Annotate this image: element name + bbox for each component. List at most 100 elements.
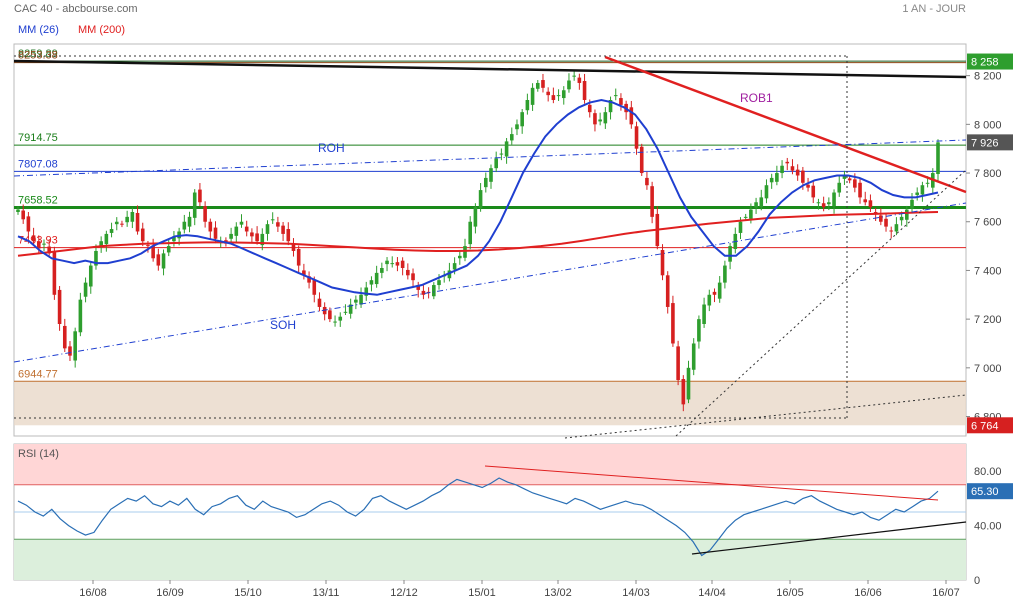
price-y-tick-label: 7 400 <box>974 265 1002 277</box>
candle-body <box>634 126 639 149</box>
x-tick-label: 13/11 <box>313 587 340 599</box>
candle-body <box>411 273 415 281</box>
candle-body <box>478 190 483 209</box>
candle-body <box>613 95 618 97</box>
candle-body <box>619 98 623 105</box>
candle-body <box>697 319 701 342</box>
annotation-label: ROB1 <box>740 91 773 105</box>
candle-body <box>494 158 498 169</box>
candle-body <box>879 215 883 222</box>
chart-period[interactable]: 1 AN - JOUR <box>902 3 966 15</box>
candle-body <box>837 182 842 193</box>
candle-body <box>681 379 686 405</box>
candle-body <box>343 311 348 313</box>
x-tick-label: 16/06 <box>854 587 882 599</box>
mm26-line <box>17 98 939 296</box>
candle-body <box>291 243 296 251</box>
candle-body <box>499 153 504 155</box>
candle-body <box>182 221 187 230</box>
rsi-y-tick-label: 80.00 <box>974 466 1002 478</box>
candle-body <box>863 199 868 203</box>
x-tick-label: 14/04 <box>698 587 726 599</box>
candle-body <box>198 189 202 203</box>
rsi-resistance-line <box>484 465 939 501</box>
candle-body <box>567 80 571 90</box>
candle-body <box>676 346 680 380</box>
candle-body <box>120 223 124 225</box>
level-label: 7914.75 <box>18 132 58 144</box>
level-label: 7807.08 <box>18 158 58 170</box>
candle-body <box>447 270 452 279</box>
candle-body <box>603 112 608 124</box>
candle-body <box>307 276 311 283</box>
level-label: 8259.89 <box>18 48 58 60</box>
candle-body <box>639 146 644 174</box>
rsi-y-tick-label: 40.00 <box>974 521 1002 533</box>
candle-body <box>229 233 233 239</box>
candle-body <box>795 169 800 176</box>
candle-body <box>556 95 561 97</box>
last-price-tag: 7 926 <box>971 137 999 149</box>
chart-header: CAC 40 - abcbourse.com 1 AN - JOUR <box>0 0 1014 20</box>
price-y-tick-label: 7 800 <box>974 168 1002 180</box>
candle-body <box>265 224 270 234</box>
candle-body <box>348 304 353 314</box>
candle-body <box>312 279 317 295</box>
candle-body <box>302 270 306 276</box>
candle-body <box>754 202 758 208</box>
candle-body <box>156 254 161 266</box>
rsi-oversold-zone <box>14 539 966 580</box>
candle-body <box>239 221 244 225</box>
candle-body <box>57 289 62 324</box>
candle-body <box>577 77 582 83</box>
low-tag-bg <box>967 417 1013 434</box>
candle-body <box>738 221 743 233</box>
candle-body <box>452 263 457 270</box>
candle-body <box>665 275 670 307</box>
candle-body <box>390 263 395 265</box>
x-tick-label: 16/05 <box>776 587 804 599</box>
rsi-overbought-zone <box>14 444 966 485</box>
legend-mm26: MM (26) <box>18 24 59 36</box>
candle-body <box>421 290 426 295</box>
candle-body <box>847 178 852 181</box>
candle-body <box>759 197 764 208</box>
candle-body <box>432 285 436 297</box>
candle-body <box>36 241 41 249</box>
candle-body <box>572 75 576 77</box>
x-tick-label: 16/09 <box>156 587 184 599</box>
candle-body <box>437 280 441 286</box>
candle-body <box>608 100 613 113</box>
candle-body <box>515 124 519 130</box>
support-dotted-line-2 <box>564 394 967 439</box>
candle-body <box>561 90 566 99</box>
candle-body <box>140 228 145 242</box>
candle-body <box>889 230 894 232</box>
candle-body <box>400 260 405 268</box>
candle-body <box>868 200 873 208</box>
rsi-y-tick-label: 0 <box>974 575 980 587</box>
candle-body <box>172 236 176 242</box>
candle-body <box>936 142 940 175</box>
candle-body <box>130 212 135 222</box>
candle-body <box>723 265 727 283</box>
candle-body <box>785 161 790 164</box>
candle-body <box>333 321 337 323</box>
candle-body <box>68 346 72 356</box>
candle-body <box>151 246 155 259</box>
candle-body <box>884 218 888 227</box>
candle-body <box>816 202 821 204</box>
candle-body <box>629 107 634 125</box>
candle-body <box>780 165 784 174</box>
candle-body <box>146 245 150 247</box>
candle-body <box>385 260 389 265</box>
candle-body <box>463 246 467 258</box>
candle-body <box>364 287 369 296</box>
candle-body <box>26 216 31 232</box>
price-y-tick-label: 8 000 <box>974 119 1002 131</box>
candle-body <box>853 179 857 188</box>
candle-body <box>42 243 46 245</box>
candle-body <box>255 233 259 242</box>
candle-body <box>187 216 192 227</box>
